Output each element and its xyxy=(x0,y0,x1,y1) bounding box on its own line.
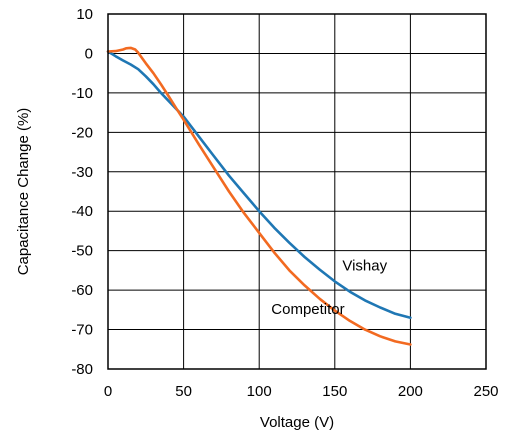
plot-frame xyxy=(107,13,487,370)
y-tick-label: -60 xyxy=(71,282,93,299)
annotation-competitor: Competitor xyxy=(271,301,344,318)
x-tick-label: 250 xyxy=(473,383,498,400)
y-tick-label: -70 xyxy=(71,322,93,339)
x-tick-label: 150 xyxy=(322,383,347,400)
y-tick-label: -80 xyxy=(71,361,93,378)
annotation-vishay: Vishay xyxy=(342,257,387,274)
tick-labels: 0 50 100 150 200 250100-10-20-30-40-50-60-70-… xyxy=(71,6,498,400)
series-layer xyxy=(106,46,412,346)
x-axis-label: Voltage (V) xyxy=(260,414,334,431)
x-tick-label: 50 xyxy=(175,383,192,400)
y-tick-label: 10 xyxy=(76,6,93,23)
y-tick-label: -30 xyxy=(71,164,93,181)
x-tick-label: 0 xyxy=(104,383,112,400)
y-tick-label: -20 xyxy=(71,124,93,141)
x-tick-label: 200 xyxy=(398,383,423,400)
y-tick-label: -10 xyxy=(71,85,93,102)
annotations: Vishay Competitor xyxy=(271,257,387,317)
x-tick-label: 100 xyxy=(247,383,272,400)
y-tick-label: -50 xyxy=(71,243,93,260)
y-tick-label: 0 xyxy=(85,45,93,62)
y-axis-label: Capacitance Change (%) xyxy=(15,108,32,276)
series-line-vishay xyxy=(106,50,412,319)
series-line-competitor xyxy=(106,46,412,346)
y-tick-label: -40 xyxy=(71,203,93,220)
